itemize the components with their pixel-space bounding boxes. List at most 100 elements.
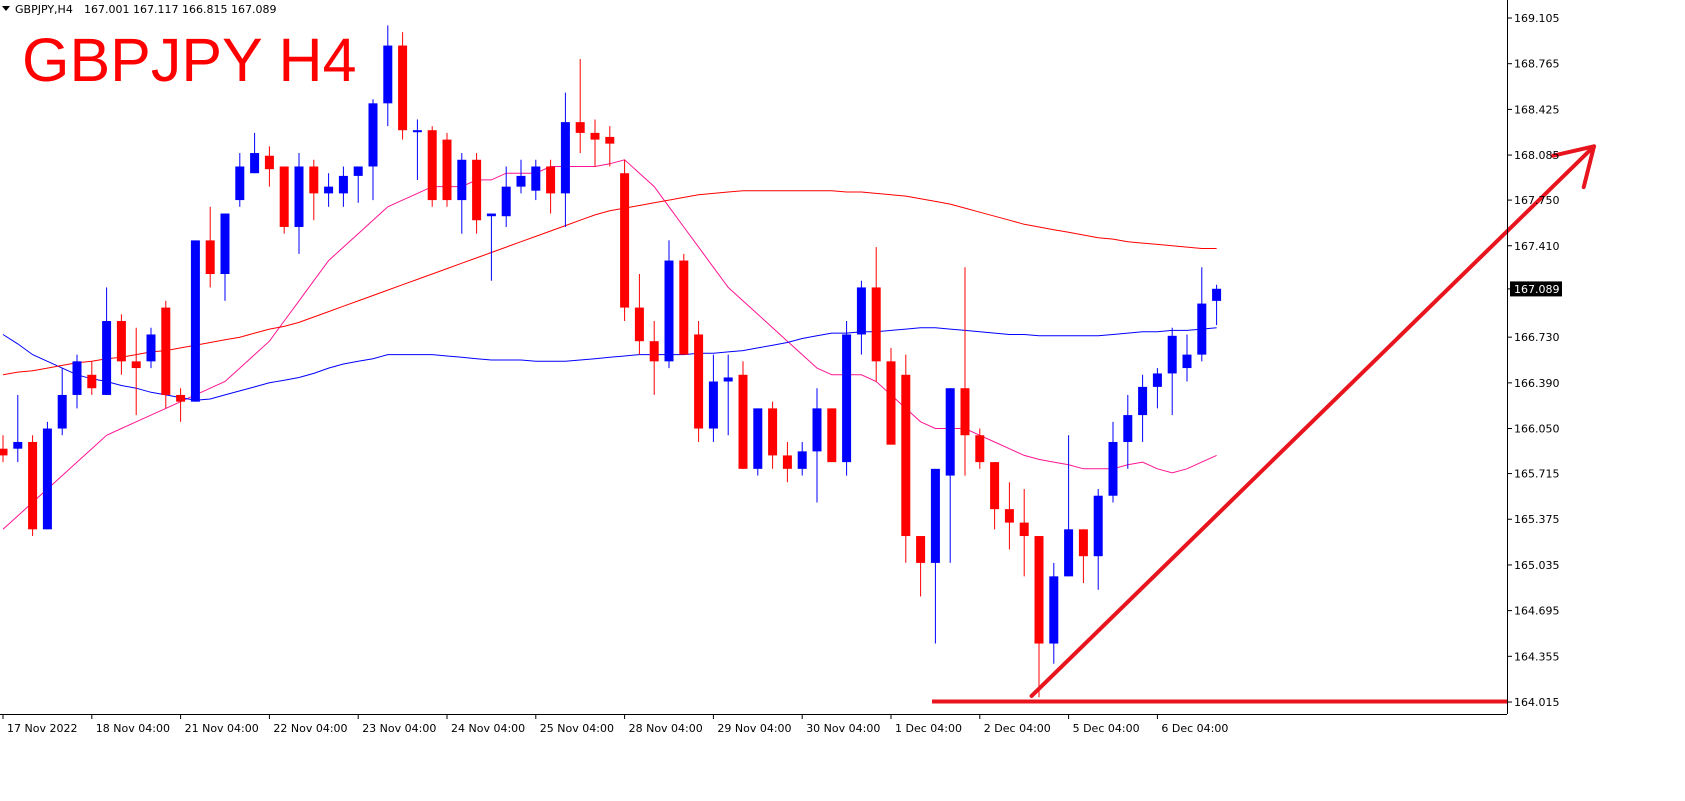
candle-body: [975, 435, 985, 463]
candle: [442, 132, 452, 207]
x-tick-label: 5 Dec 04:00: [1073, 722, 1140, 735]
candle: [1167, 327, 1177, 416]
candle-body: [960, 388, 970, 436]
x-tick-label: 28 Nov 04:00: [629, 722, 703, 735]
candle: [1138, 374, 1148, 442]
x-tick-label: 25 Nov 04:00: [540, 722, 614, 735]
candle-body: [457, 159, 467, 201]
candle-body: [797, 451, 807, 469]
axis-layer: 169.105 168.765 168.425 168.085 167.750 167.4…: [0, 0, 1562, 735]
candle-body: [472, 159, 482, 221]
candle: [960, 267, 970, 476]
candle-body: [560, 122, 570, 194]
candle: [146, 327, 156, 369]
candle: [516, 159, 526, 194]
candle-body: [1049, 576, 1059, 644]
candle-body: [620, 173, 630, 308]
candle-body: [1138, 386, 1148, 416]
candle: [531, 159, 541, 201]
candle-body: [42, 428, 52, 530]
candle-body: [516, 175, 526, 187]
candle-body: [738, 374, 748, 469]
candle: [1064, 435, 1074, 577]
candle-body: [146, 334, 156, 362]
candle: [1197, 267, 1207, 362]
candle: [768, 401, 778, 469]
candle-body: [72, 361, 82, 395]
candle: [1093, 489, 1103, 590]
candle: [131, 327, 141, 416]
candle: [975, 428, 985, 469]
candle-body: [1093, 495, 1103, 557]
candle: [353, 166, 363, 203]
candle: [235, 153, 245, 207]
candle: [102, 287, 112, 395]
candle-body: [501, 186, 511, 217]
candle: [782, 441, 792, 483]
candle-body: [28, 441, 38, 530]
candle: [486, 213, 496, 281]
candle-body: [930, 468, 940, 563]
chart-title: GBPJPY H4: [22, 26, 357, 94]
x-tick-label: 6 Dec 04:00: [1161, 722, 1228, 735]
candle: [590, 119, 600, 167]
triangle-down-icon[interactable]: [2, 6, 10, 11]
candle: [723, 354, 733, 436]
candle: [28, 435, 38, 537]
candle: [205, 206, 215, 288]
candle-body: [916, 536, 926, 563]
y-tick-label: 165.375: [1514, 513, 1560, 526]
candle: [1004, 482, 1014, 550]
candle: [797, 441, 807, 476]
candle-body: [753, 408, 763, 469]
candle-body: [812, 408, 822, 452]
candle-body: [264, 155, 274, 170]
candle-body: [309, 166, 319, 194]
candle: [634, 273, 644, 355]
candle: [324, 173, 334, 207]
candle: [871, 247, 881, 382]
candle-body: [13, 441, 23, 449]
candle: [279, 166, 289, 234]
candle: [1108, 421, 1118, 503]
candle: [57, 368, 67, 436]
candle-body: [782, 455, 792, 469]
x-tick-label: 24 Nov 04:00: [451, 722, 525, 735]
x-tick-label: 17 Nov 2022: [7, 722, 77, 735]
candle-body: [886, 361, 896, 445]
x-tick-label: 23 Nov 04:00: [362, 722, 436, 735]
y-tick-label: 168.425: [1514, 103, 1560, 116]
candle: [1034, 536, 1044, 698]
candle-body: [649, 341, 659, 362]
candle-body: [102, 321, 112, 395]
candle-body: [1019, 522, 1029, 537]
candle-body: [634, 307, 644, 342]
x-tick-label: 2 Dec 04:00: [984, 722, 1051, 735]
candle: [294, 153, 304, 254]
candle-body: [412, 130, 422, 133]
candle-body: [708, 381, 718, 429]
annotation-layer: [932, 144, 1596, 704]
candle-body: [1078, 529, 1088, 557]
candle: [649, 321, 659, 395]
y-tick-label: 168.765: [1514, 58, 1560, 71]
candle: [738, 361, 748, 469]
x-tick-label: 30 Nov 04:00: [806, 722, 880, 735]
candle-body: [427, 130, 437, 201]
candle-body: [1212, 288, 1222, 301]
candle-body: [279, 166, 289, 227]
y-tick-label: 167.410: [1514, 240, 1560, 253]
candle-body: [1034, 536, 1044, 644]
candle-body: [1004, 509, 1014, 523]
candle: [546, 159, 556, 214]
x-tick-label: 1 Dec 04:00: [895, 722, 962, 735]
candle-body: [945, 388, 955, 476]
candle-body: [842, 334, 852, 463]
candle: [190, 240, 200, 402]
candle-body: [1182, 354, 1192, 369]
candle-body: [694, 334, 704, 429]
symbol-info: GBPJPY,H4: [15, 3, 73, 16]
candle-body: [220, 213, 230, 274]
x-tick-label: 18 Nov 04:00: [96, 722, 170, 735]
